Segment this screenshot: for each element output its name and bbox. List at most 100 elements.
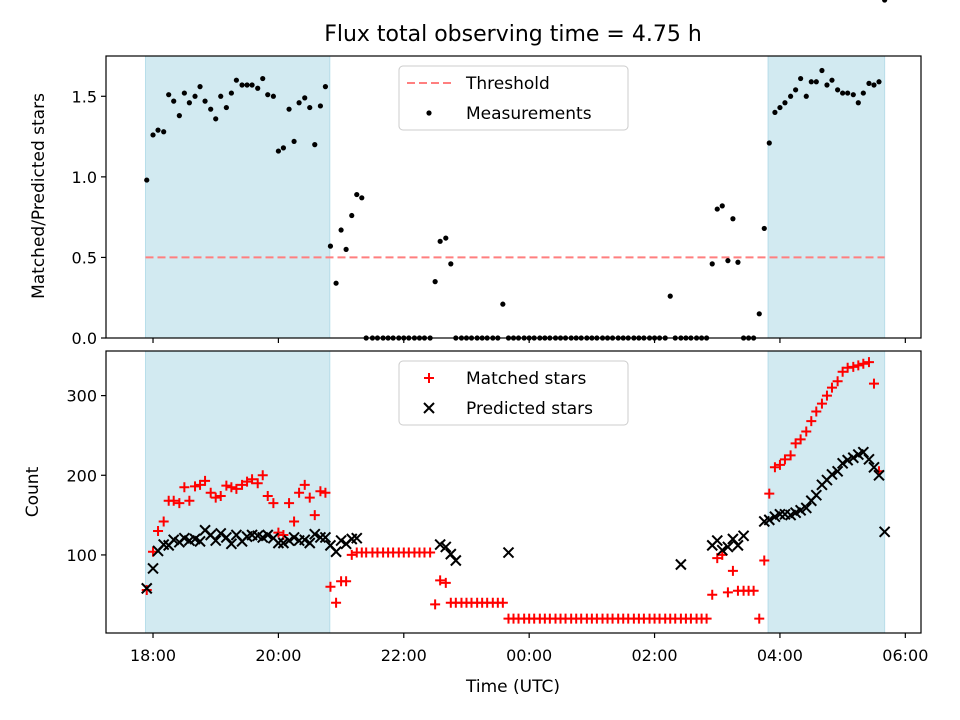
matched-stars-point xyxy=(701,613,712,624)
x-axis-label: Time (UTC) xyxy=(465,677,560,697)
measurement-point xyxy=(202,98,208,104)
matched-stars-point xyxy=(764,488,775,499)
y-tick-label: 1.5 xyxy=(72,87,97,106)
predicted-stars-point xyxy=(440,541,452,553)
matched-stars-point xyxy=(325,581,336,592)
measurement-point xyxy=(192,93,198,99)
matched-stars-point xyxy=(320,487,331,498)
matched-stars-point xyxy=(284,498,295,509)
y-tick-label: 1.0 xyxy=(72,168,97,187)
matched-stars-point xyxy=(821,390,832,401)
measurement-point xyxy=(714,206,720,212)
measurement-point xyxy=(860,90,866,96)
matched-stars-point xyxy=(184,495,195,506)
measurement-point xyxy=(829,77,835,83)
measurement-point xyxy=(228,90,234,96)
matched-stars-point xyxy=(341,576,352,587)
x-tick-label: 18:00 xyxy=(130,646,176,665)
measurement-point xyxy=(307,104,313,111)
predicted-stars-point xyxy=(351,532,363,544)
predicted-stars-point xyxy=(304,537,316,549)
shaded-interval xyxy=(144,55,331,339)
predicted-stars-point xyxy=(147,562,159,575)
matched-stars-point xyxy=(759,555,770,566)
predicted-stars-point xyxy=(878,526,891,538)
measurement-point xyxy=(197,84,203,90)
measurement-point xyxy=(244,82,250,88)
measurement-point xyxy=(813,79,819,85)
matched-stars-point xyxy=(141,584,152,595)
measurement-point xyxy=(186,100,192,106)
measurement-point xyxy=(782,100,788,106)
matched-stars-point xyxy=(273,527,284,538)
measurement-point xyxy=(840,90,846,96)
matched-stars-point xyxy=(425,547,436,558)
predicted-stars-point xyxy=(863,453,875,466)
predicted-stars-point xyxy=(319,531,332,544)
matched-stars-point xyxy=(247,474,258,485)
matched-stars-point xyxy=(231,483,242,494)
measurement-point xyxy=(788,93,794,99)
measurement-point xyxy=(761,225,767,232)
x-tick-label: 02:00 xyxy=(632,646,678,665)
axes-frame xyxy=(105,350,922,634)
series-predicted-stars xyxy=(141,446,891,595)
y-tick-label: 300 xyxy=(66,387,97,406)
measurement-point xyxy=(808,79,814,85)
measurement-point xyxy=(709,261,715,267)
measurement-point xyxy=(280,145,287,151)
measurement-point xyxy=(171,98,177,104)
measurement-point xyxy=(223,104,229,111)
matched-stars-point xyxy=(435,575,446,586)
predicted-stars-point xyxy=(800,502,812,514)
y-tick-label: 0.0 xyxy=(72,329,97,348)
measurement-point xyxy=(338,227,344,233)
predicted-stars-point xyxy=(831,465,844,477)
matched-stars-point xyxy=(779,454,790,465)
measurement-point xyxy=(359,195,365,201)
legend: Matched stars Predicted stars xyxy=(398,360,629,426)
matched-stars-point xyxy=(795,434,806,445)
matched-stars-point xyxy=(168,495,179,506)
measurement-point xyxy=(798,75,804,82)
y-tick-label: 100 xyxy=(66,546,97,565)
matched-stars-point xyxy=(153,526,164,537)
matched-stars-point xyxy=(853,360,864,371)
measurement-point xyxy=(260,75,266,82)
measurement-point xyxy=(824,82,830,88)
matched-stars-point xyxy=(863,357,874,368)
predicted-stars-point xyxy=(836,457,849,470)
matched-stars-point xyxy=(252,478,263,489)
measurement-point xyxy=(766,140,772,146)
predicted-stars-point xyxy=(774,508,786,521)
matched-stars-point xyxy=(221,480,232,491)
predicted-stars-point xyxy=(737,530,750,542)
measurement-point xyxy=(270,93,276,99)
x-tick-label: 22:00 xyxy=(381,646,427,665)
matched-stars-point xyxy=(174,498,185,509)
predicted-stars-point xyxy=(283,534,295,547)
measurement-point xyxy=(144,177,150,183)
y-tick-label: 200 xyxy=(66,466,97,485)
predicted-stars-point xyxy=(763,514,775,526)
matched-stars-point xyxy=(811,406,822,417)
measurement-point xyxy=(866,80,872,86)
predicted-stars-point xyxy=(299,534,311,546)
legend-label: Predicted stars xyxy=(466,399,593,419)
measurement-point xyxy=(333,280,339,286)
measurement-point xyxy=(322,84,329,90)
matched-stars-point xyxy=(440,577,451,588)
matched-stars-point xyxy=(785,450,796,461)
matched-stars-point xyxy=(430,599,441,610)
measurement-point xyxy=(735,259,741,265)
predicted-stars-point xyxy=(272,537,285,549)
predicted-stars-point xyxy=(262,529,274,541)
measurement-point xyxy=(845,90,851,96)
measurement-point xyxy=(239,82,245,88)
measurement-point xyxy=(327,243,334,249)
predicted-stars-point xyxy=(335,534,347,547)
legend-label: Threshold xyxy=(465,74,550,94)
measurement-point xyxy=(772,109,778,115)
axes-frame xyxy=(105,55,922,339)
